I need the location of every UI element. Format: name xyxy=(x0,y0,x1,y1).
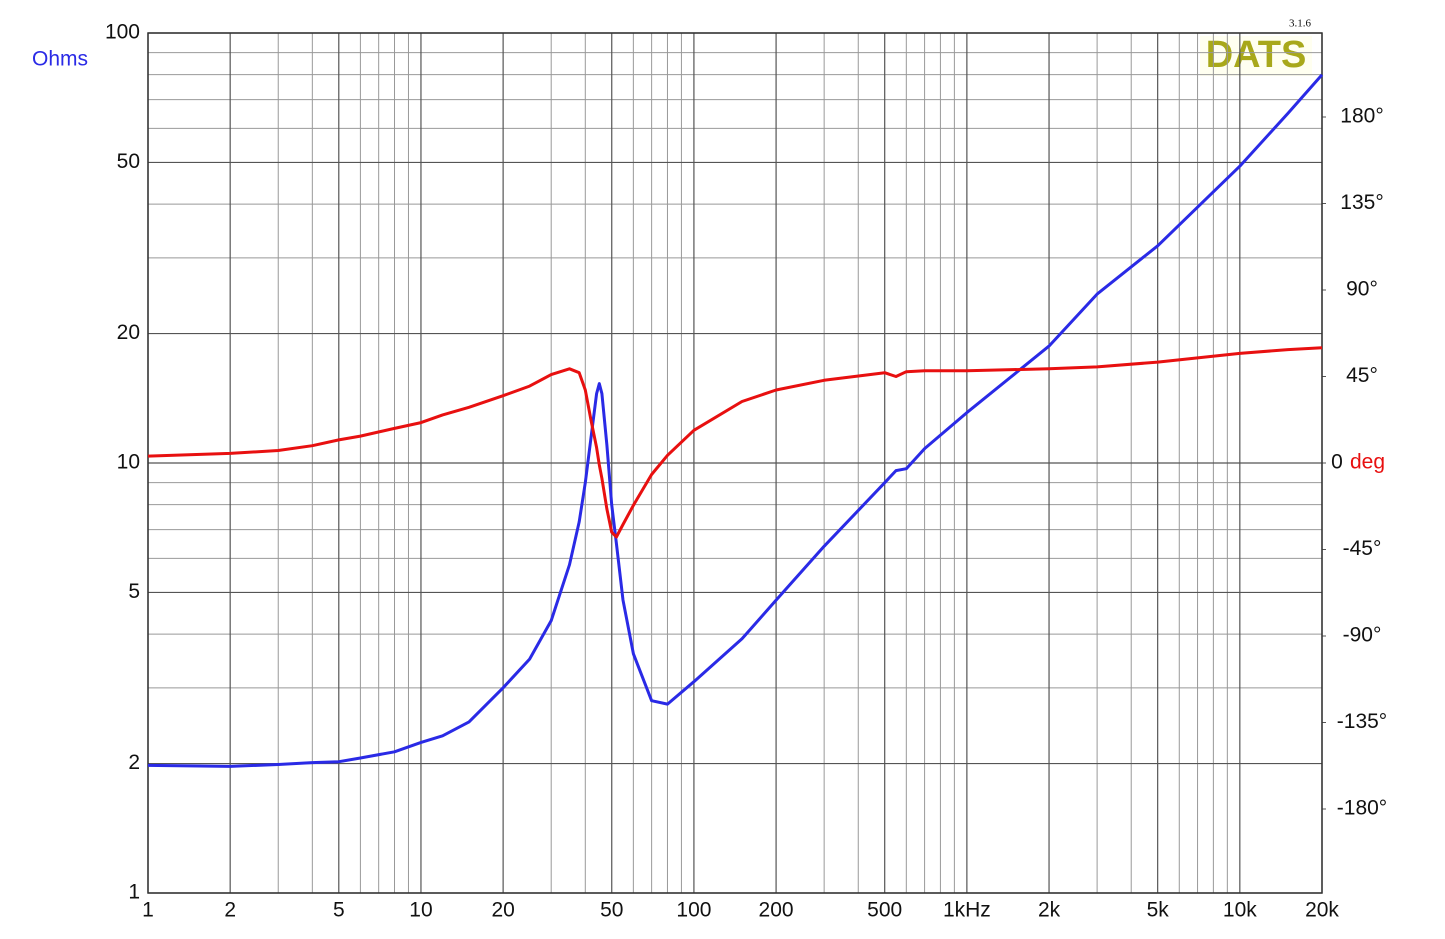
y-tick-label: 100 xyxy=(105,21,140,44)
x-tick-label: 1 xyxy=(142,899,154,922)
x-tick-label: 500 xyxy=(867,899,902,922)
y-tick-label: 2 xyxy=(128,751,140,774)
version: 3.1.6 xyxy=(1289,18,1312,30)
y2-tick-label: -180° xyxy=(1337,797,1387,820)
y2-tick-label: 135° xyxy=(1340,191,1383,214)
y2-tick-label: -90° xyxy=(1343,624,1382,647)
y2-tick-label: -135° xyxy=(1337,710,1387,733)
y-tick-label: 1 xyxy=(128,881,140,904)
y2-tick-label: 180° xyxy=(1340,105,1383,128)
y2-axis-label: deg xyxy=(1350,451,1385,474)
plot-frame xyxy=(147,32,1323,894)
x-tick-label: 2k xyxy=(1038,899,1061,922)
y2-tick-label: 45° xyxy=(1346,364,1378,387)
y-tick-label: 50 xyxy=(117,150,140,173)
x-tick-label: 5 xyxy=(333,899,345,922)
y-axis-label: Ohms xyxy=(32,48,88,71)
x-tick-label: 1kHz xyxy=(943,899,991,922)
x-tick-label: 2 xyxy=(224,899,236,922)
x-tick-label: 100 xyxy=(676,899,711,922)
y2-tick-label: 0 xyxy=(1331,451,1343,474)
x-tick-label: 20k xyxy=(1305,899,1339,922)
x-tick-label: 5k xyxy=(1147,899,1170,922)
x-tick-label: 200 xyxy=(759,899,794,922)
y2-tick-label: 90° xyxy=(1346,278,1378,301)
logo-box xyxy=(1200,36,1312,76)
logo: DATS xyxy=(1206,34,1307,76)
y-tick-label: 20 xyxy=(117,321,140,344)
series-line xyxy=(147,346,1323,539)
y-tick-label: 10 xyxy=(117,451,140,474)
x-tick-label: 20 xyxy=(491,899,514,922)
y-tick-label: 5 xyxy=(128,580,140,603)
series-line xyxy=(147,73,1324,768)
x-tick-label: 10 xyxy=(409,899,432,922)
x-tick-label: 10k xyxy=(1223,899,1257,922)
x-tick-label: 50 xyxy=(600,899,623,922)
y2-tick-label: -45° xyxy=(1343,537,1382,560)
